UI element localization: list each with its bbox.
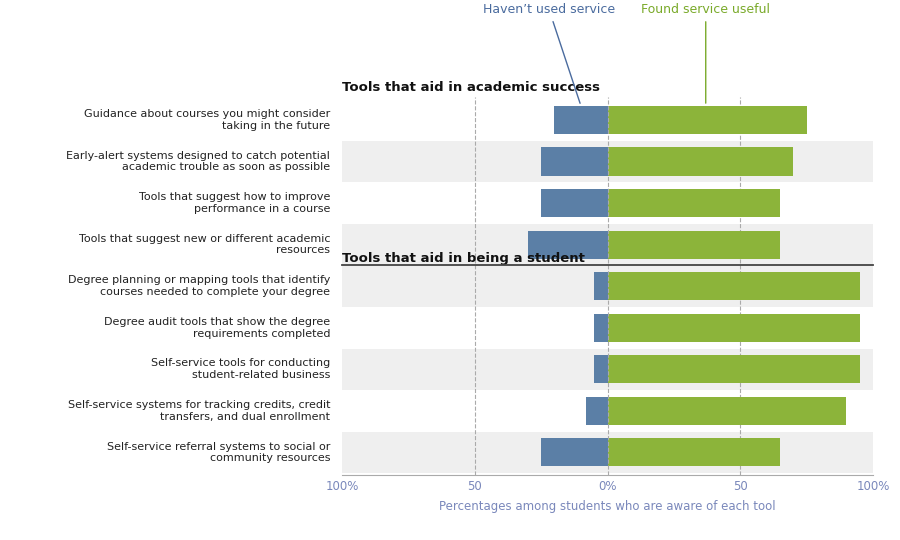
Bar xyxy=(594,314,608,342)
Text: Found service useful: Found service useful xyxy=(641,3,770,103)
Bar xyxy=(608,438,780,467)
Bar xyxy=(342,141,873,183)
Bar xyxy=(342,307,873,348)
Bar xyxy=(342,348,873,390)
Bar xyxy=(554,106,608,134)
Bar xyxy=(594,355,608,383)
Bar xyxy=(342,183,873,224)
Bar xyxy=(608,189,780,217)
X-axis label: Percentages among students who are aware of each tool: Percentages among students who are aware… xyxy=(439,500,776,513)
Bar xyxy=(541,189,608,217)
Bar xyxy=(342,266,873,307)
Bar xyxy=(594,272,608,300)
Bar xyxy=(342,431,873,473)
Bar xyxy=(342,224,873,266)
Text: Haven’t used service: Haven’t used service xyxy=(483,3,616,103)
Bar xyxy=(342,390,873,431)
Bar xyxy=(608,314,859,342)
Bar xyxy=(342,99,873,141)
Bar xyxy=(608,355,859,383)
Bar xyxy=(608,397,846,425)
Text: Tools that aid in being a student: Tools that aid in being a student xyxy=(342,252,585,265)
Bar xyxy=(608,147,794,176)
Bar xyxy=(541,438,608,467)
Bar xyxy=(608,272,859,300)
Bar xyxy=(608,106,806,134)
Text: Tools that aid in academic success: Tools that aid in academic success xyxy=(342,82,600,94)
Bar xyxy=(586,397,608,425)
Bar xyxy=(527,231,608,259)
Bar xyxy=(608,231,780,259)
Bar xyxy=(541,147,608,176)
